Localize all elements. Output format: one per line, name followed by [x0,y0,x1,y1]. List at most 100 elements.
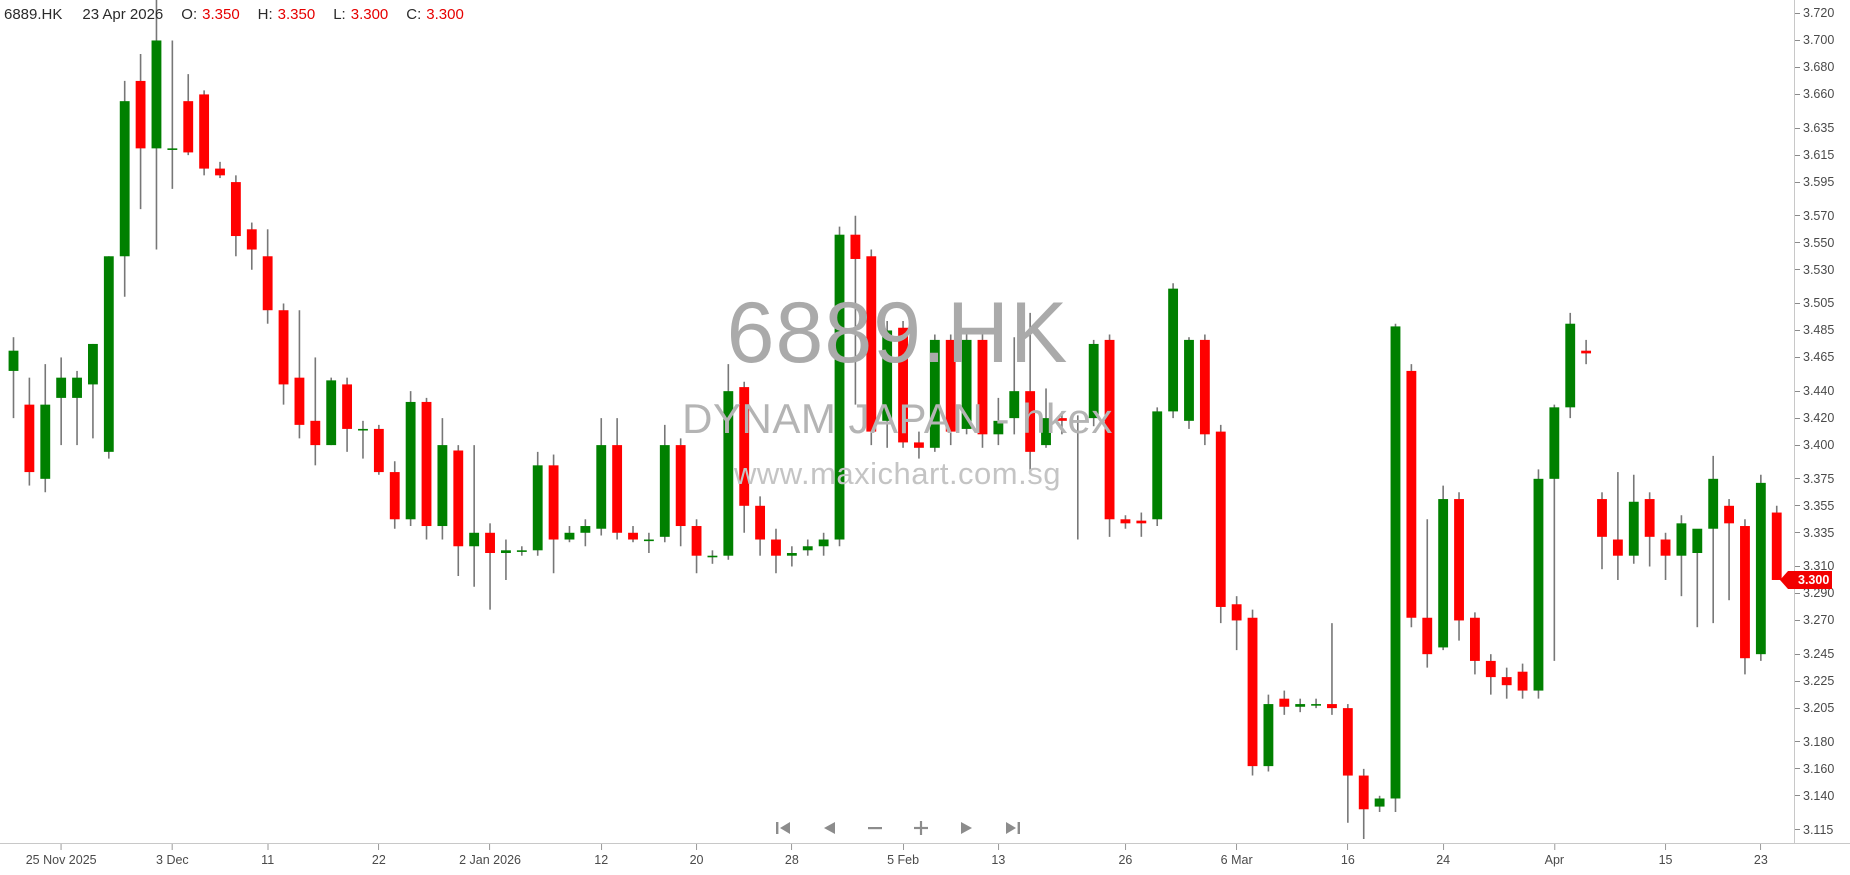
candle-body-up [929,339,940,448]
candle-body-down [183,101,194,153]
step-forward-button[interactable] [956,817,978,839]
candlestick [485,523,495,610]
candlestick [215,161,225,179]
price-axis-label: 3.355 [1803,498,1835,513]
price-axis-label: 3.115 [1803,822,1834,837]
candle-body-down [1199,339,1210,435]
candle-body-down [262,256,273,311]
candlestick [437,418,448,540]
time-axis-label: 22 [371,853,386,867]
candle-body-up [659,445,670,537]
price-axis-tick: 3.140 [1795,789,1834,803]
candle-body-down [485,532,495,554]
candlestick [262,229,273,324]
candle-body-up [167,148,178,150]
price-axis[interactable]: 3.720 3.700 3.680 3.660 3.635 3.615 3.595 3.570… [1779,0,1850,843]
time-axis-label: 11 [261,853,275,867]
skip-to-start-button[interactable] [772,817,794,839]
candle-body-down [310,420,321,446]
quote-date-label: 23 Apr 2026 [82,5,164,23]
open-value: 3.350 [202,5,240,23]
candlestick [1644,492,1655,567]
candlestick [993,397,1004,446]
candlestick [1581,339,1592,365]
candlestick [1628,474,1639,564]
candlestick [1279,690,1290,715]
zoom-out-button[interactable] [864,817,886,839]
candle-body-up [1072,420,1083,423]
step-back-button[interactable] [818,817,840,839]
tick-mark [1795,390,1800,392]
tick-mark [1795,768,1800,770]
price-axis-label: 3.225 [1803,674,1835,689]
candlestick [1771,505,1782,580]
candle-body-down [389,472,400,520]
play-forward-icon [960,821,974,835]
price-axis-label: 3.290 [1803,586,1835,601]
price-axis-tick: 3.180 [1795,735,1834,749]
tick-mark [1795,829,1800,830]
candle-body-down [977,339,988,435]
time-axis-label: 24 [1436,853,1451,867]
chart-plot-area[interactable]: 6889.HK DYNAM JAPAN - hkex www.maxichart… [0,0,1795,843]
candle-body-down [612,445,623,533]
time-axis-label: Apr [1544,853,1565,867]
price-axis-tick: 3.270 [1795,613,1834,627]
candlestick [310,357,321,466]
candle-body-down [421,401,432,527]
skip-forward-icon [1005,821,1021,835]
candlestick [421,397,432,540]
candlestick [675,438,686,547]
skip-to-end-button[interactable] [1002,817,1024,839]
candlestick [278,303,289,405]
candle-body-down [1740,526,1750,659]
candlestick [1565,312,1576,419]
candle-body-up [103,256,114,452]
candle-body-up [8,350,19,371]
time-axis[interactable]: 25 Nov 2025 3 Dec 11 22 2 Jan 2026 12 20 28 5 Fe… [0,843,1850,875]
candlestick [786,546,797,567]
candlestick [659,424,670,543]
tick-mark [1795,417,1800,419]
candlestick [183,74,194,156]
time-axis-label: 15 [1658,853,1673,867]
candlestick [707,550,718,564]
candle-body-up [72,377,82,398]
candle-body-up [358,428,368,431]
tick-mark [1442,844,1444,850]
price-axis-tick: 3.310 [1795,559,1834,573]
price-axis-label: 3.635 [1803,121,1835,136]
close-label: C: [406,5,422,23]
price-axis-tick: 3.115 [1795,823,1833,837]
candle-body-down [1724,505,1735,524]
candlestick [580,519,591,547]
candle-body-down [866,256,877,432]
candle-body-down [1120,519,1131,524]
price-axis-label: 3.550 [1803,235,1835,250]
candlestick [1199,334,1210,446]
tick-mark [1795,329,1800,331]
candlestick [961,330,972,435]
candle-body-down [675,445,686,527]
candle-body-down [1104,339,1115,520]
candle-body-up [723,391,734,556]
candle-body-down [1025,391,1036,452]
tick-mark [1795,478,1800,480]
price-axis-label: 3.420 [1803,411,1835,426]
tick-mark [1795,66,1800,68]
candle-body-down [1454,499,1464,621]
price-axis-tick: 3.205 [1795,701,1834,715]
time-axis-label: 12 [594,853,609,867]
candle-body-down [199,94,210,169]
zoom-in-button[interactable] [910,817,932,839]
candlestick [1517,663,1528,699]
candlestick [945,334,956,446]
time-axis-label: 6 Mar [1220,853,1253,867]
price-axis-tick: 3.160 [1795,762,1834,776]
candlestick [358,420,368,459]
tick-mark [1795,680,1800,682]
candlestick [1454,492,1464,641]
candle-body-down [1581,350,1592,354]
candlestick [167,40,178,189]
price-axis-label: 3.485 [1803,323,1835,338]
